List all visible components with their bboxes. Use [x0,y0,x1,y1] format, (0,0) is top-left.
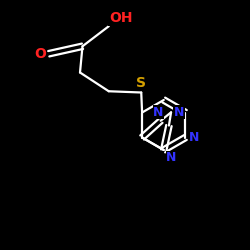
Text: S: S [136,76,146,90]
Text: N: N [166,151,176,164]
Text: N: N [153,106,164,119]
Text: OH: OH [109,11,132,25]
Text: N: N [189,131,200,144]
Text: N: N [174,106,184,119]
Text: O: O [34,47,46,61]
